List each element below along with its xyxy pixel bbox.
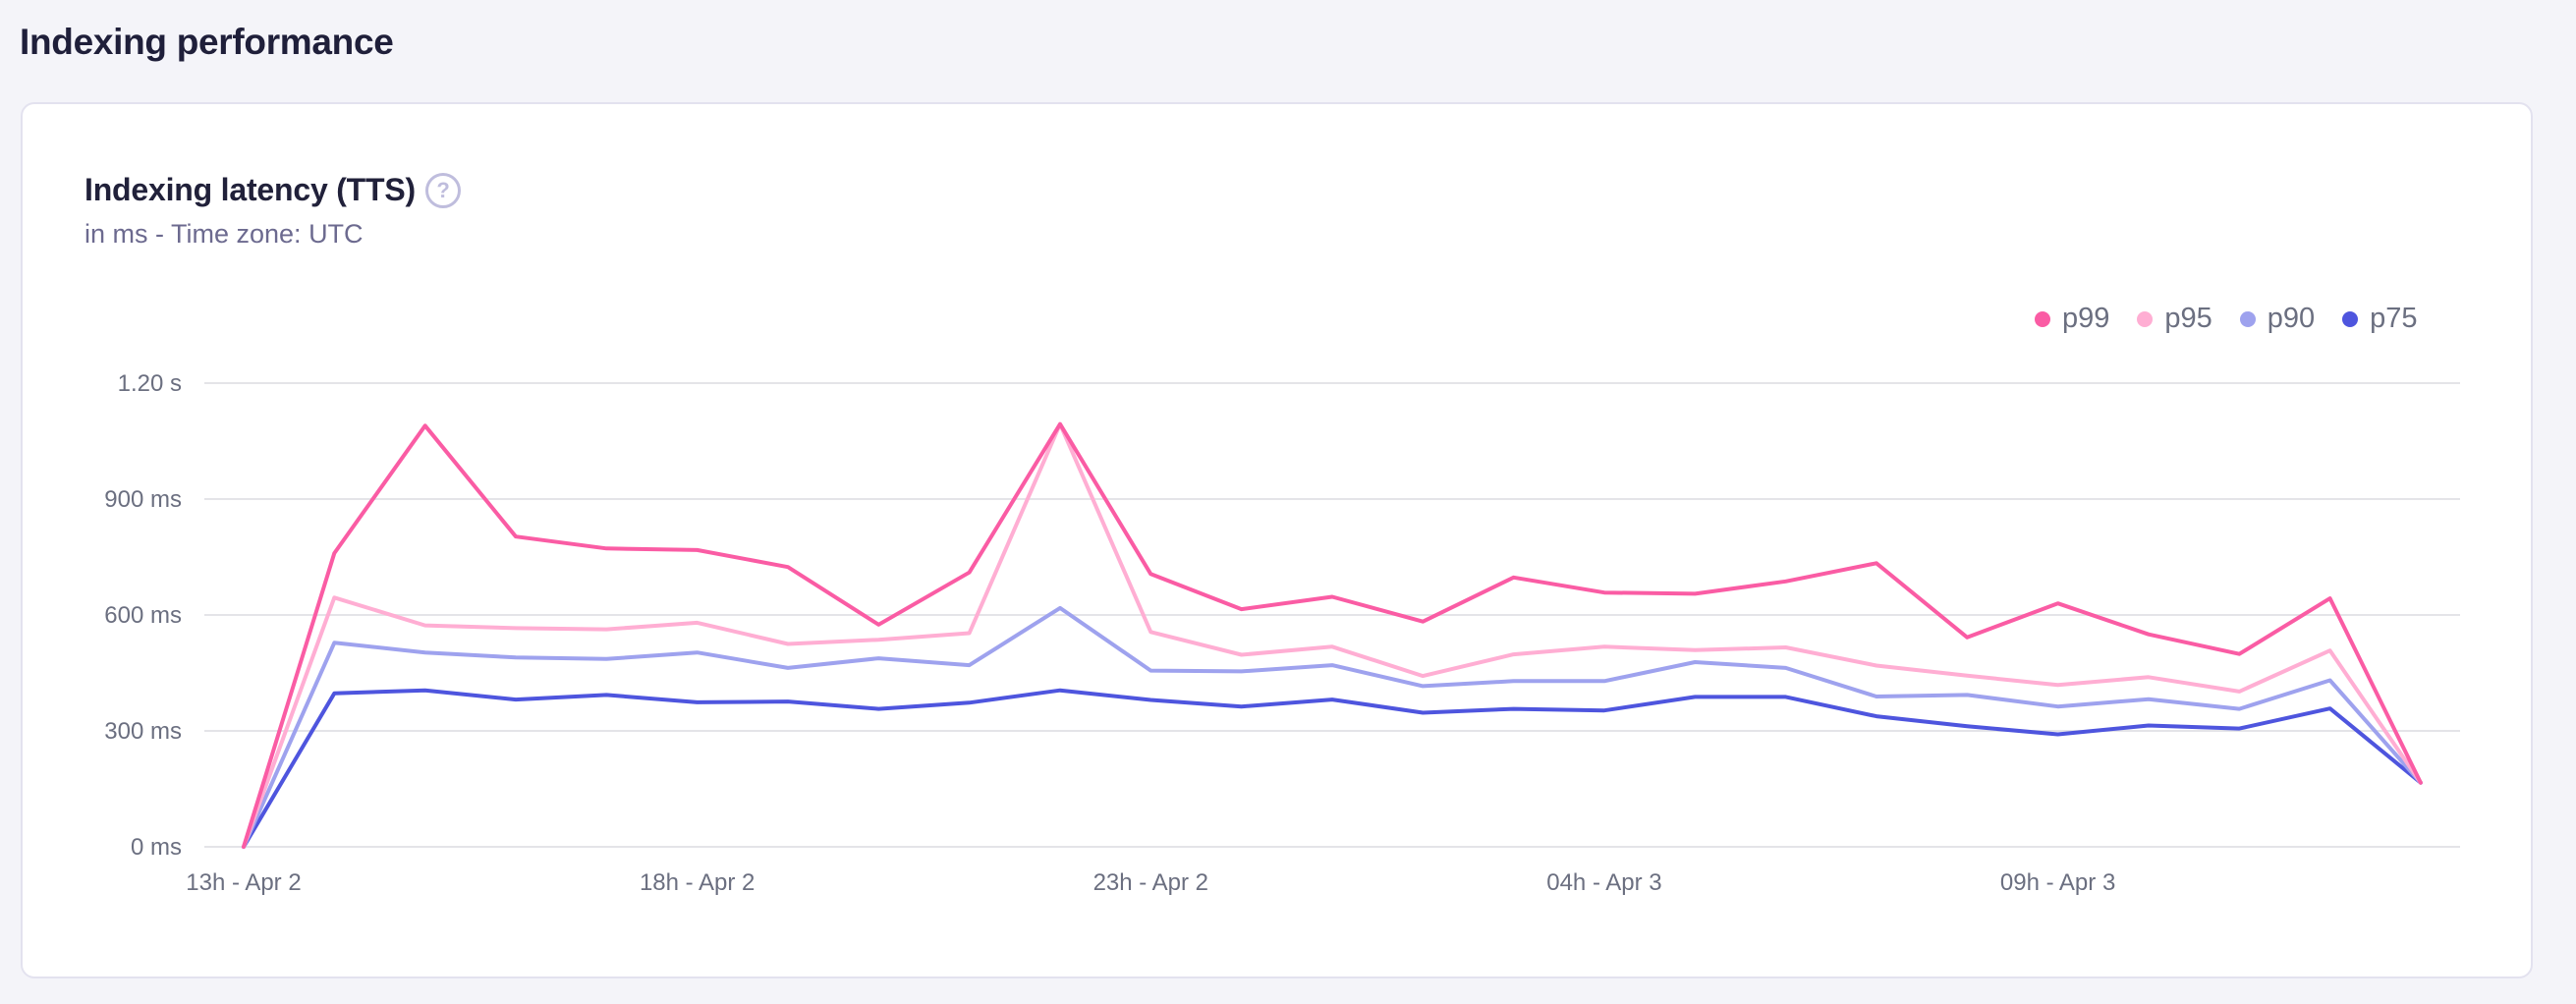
chart-subtitle: in ms - Time zone: UTC: [84, 219, 364, 249]
legend-item-p95[interactable]: p95: [2137, 303, 2212, 335]
y-tick-label: 900 ms: [104, 486, 182, 513]
x-tick-label: 13h - Apr 2: [186, 869, 301, 896]
legend-label: p99: [2062, 303, 2110, 334]
x-tick-label: 18h - Apr 2: [640, 869, 755, 896]
question-circle-icon[interactable]: ?: [424, 172, 461, 208]
legend-item-p75[interactable]: p75: [2342, 303, 2418, 335]
x-tick-label: 09h - Apr 3: [2000, 869, 2115, 896]
chart-title-text: Indexing latency (TTS): [84, 172, 416, 207]
legend-item-p90[interactable]: p90: [2239, 303, 2316, 335]
series-line-p95[interactable]: [242, 421, 2423, 849]
chart-legend: p99 p95 p90 p75: [2035, 303, 2445, 335]
y-tick-label: 1.20 s: [118, 370, 182, 397]
x-axis: 13h - Apr 2 18h - Apr 2 23h - Apr 2 04h - A…: [186, 869, 2115, 896]
legend-item-p99[interactable]: p99: [2035, 303, 2109, 335]
indexing-latency-card: Indexing latency (TTS) ? in ms - Time zo…: [21, 102, 2533, 978]
legend-label: p90: [2267, 303, 2316, 334]
legend-label: p75: [2370, 303, 2418, 334]
legend-dot-icon: [2239, 310, 2256, 327]
y-tick-label: 300 ms: [104, 718, 182, 745]
y-axis: 0 ms 300 ms 600 ms 900 ms 1.20 s: [104, 370, 182, 861]
series-line-p99[interactable]: [242, 421, 2423, 849]
y-tick-label: 600 ms: [104, 602, 182, 629]
x-tick-label: 04h - Apr 3: [1546, 869, 1661, 896]
legend-dot-icon: [2035, 310, 2050, 327]
series-line-p90[interactable]: [242, 605, 2423, 849]
series-lines: [242, 421, 2423, 849]
y-tick-label: 0 ms: [131, 834, 182, 861]
x-tick-label: 23h - Apr 2: [1093, 869, 1208, 896]
legend-dot-icon: [2137, 310, 2154, 327]
chart-title: Indexing latency (TTS) ?: [84, 172, 461, 208]
gridlines: [204, 382, 2460, 848]
legend-label: p95: [2164, 303, 2212, 334]
legend-dot-icon: [2342, 310, 2359, 327]
series-line-p75[interactable]: [242, 688, 2423, 849]
page-title: Indexing performance: [20, 22, 394, 62]
